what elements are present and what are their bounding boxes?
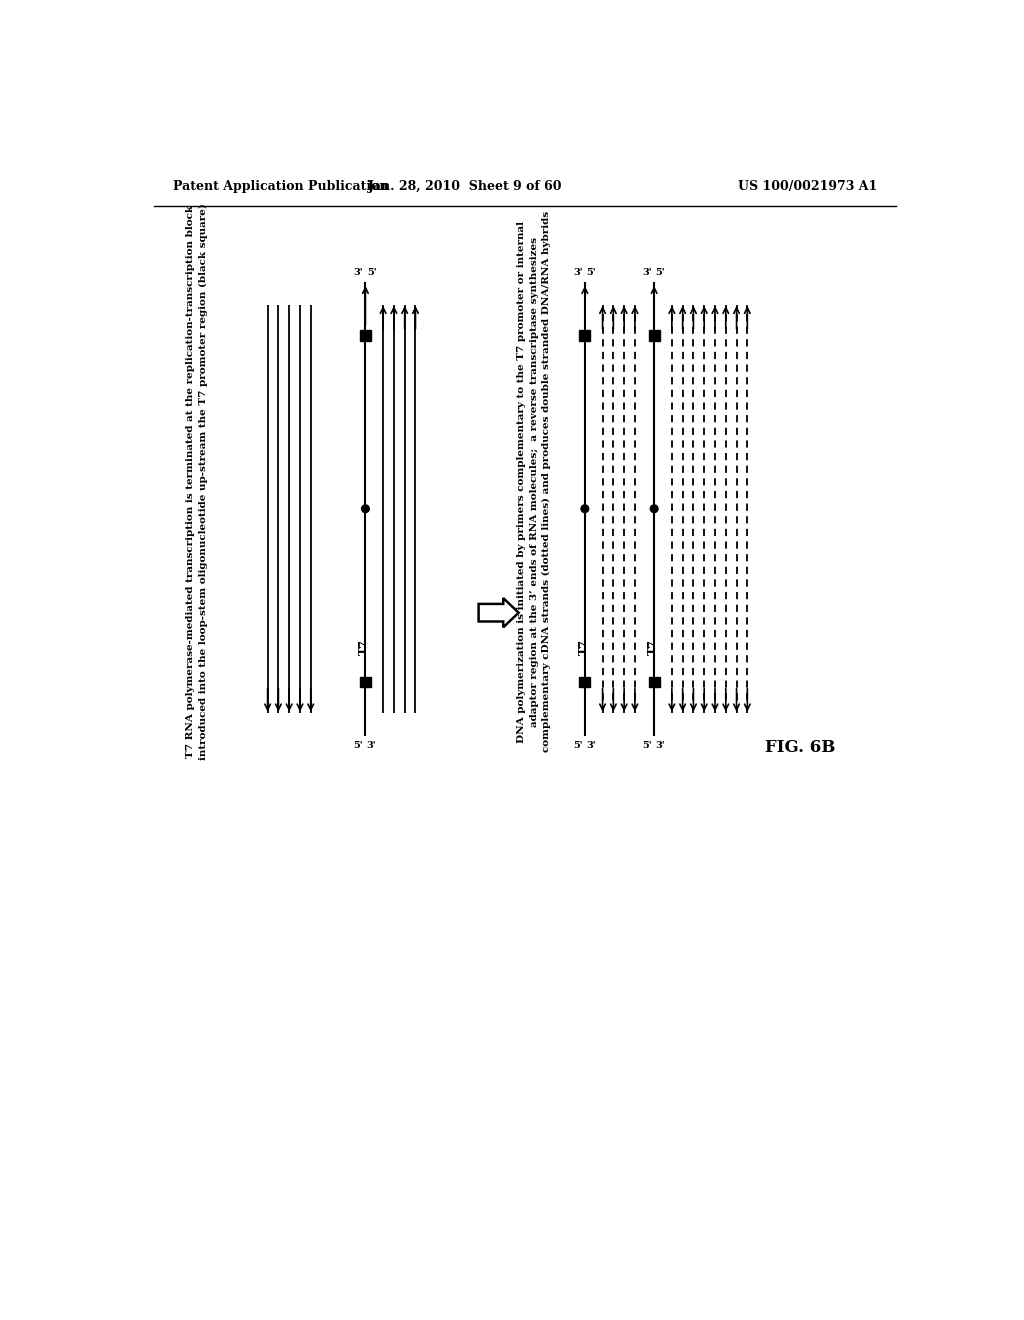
Text: 5': 5' <box>655 268 666 277</box>
Text: 3': 3' <box>655 741 666 750</box>
Text: T7: T7 <box>578 639 589 655</box>
Text: 5': 5' <box>586 268 596 277</box>
Bar <box>649 677 659 688</box>
Bar <box>580 677 590 688</box>
Text: T7 RNA polymerase-mediated transcription is terminated at the replication-transc: T7 RNA polymerase-mediated transcription… <box>186 206 196 758</box>
Text: 5': 5' <box>353 741 364 750</box>
Text: 3': 3' <box>642 268 652 277</box>
Text: introduced into the loop-stem oligonucleotide up-stream the T7 promoter region (: introduced into the loop-stem oligonucle… <box>199 203 208 760</box>
Text: T7: T7 <box>647 639 658 655</box>
Text: Jan. 28, 2010  Sheet 9 of 60: Jan. 28, 2010 Sheet 9 of 60 <box>369 181 563 194</box>
Text: FIG. 6B: FIG. 6B <box>765 739 836 756</box>
Text: complementary cDNA strands (dotted lines) and produces double stranded DNA/RNA h: complementary cDNA strands (dotted lines… <box>542 211 551 752</box>
Text: 5': 5' <box>573 741 583 750</box>
Text: 5': 5' <box>367 268 377 277</box>
Text: 3': 3' <box>573 268 583 277</box>
Text: Patent Application Publication: Patent Application Publication <box>173 181 388 194</box>
Text: 3': 3' <box>367 741 377 750</box>
Text: T7: T7 <box>358 639 370 655</box>
Text: 3': 3' <box>586 741 596 750</box>
Text: adaptor region at the 3’ ends of RNA molecules;  a reverse transcriptase synthes: adaptor region at the 3’ ends of RNA mol… <box>529 236 539 727</box>
Bar <box>649 330 659 341</box>
Circle shape <box>581 504 589 512</box>
Circle shape <box>361 504 370 512</box>
Text: DNA polymerization is initiated by primers complementary to the T7 promoter or i: DNA polymerization is initiated by prime… <box>517 220 526 743</box>
Bar <box>360 330 371 341</box>
Text: 5': 5' <box>642 741 652 750</box>
Bar <box>580 330 590 341</box>
Circle shape <box>650 504 658 512</box>
Bar <box>360 677 371 688</box>
Text: US 100/0021973 A1: US 100/0021973 A1 <box>738 181 878 194</box>
Text: 3': 3' <box>353 268 364 277</box>
